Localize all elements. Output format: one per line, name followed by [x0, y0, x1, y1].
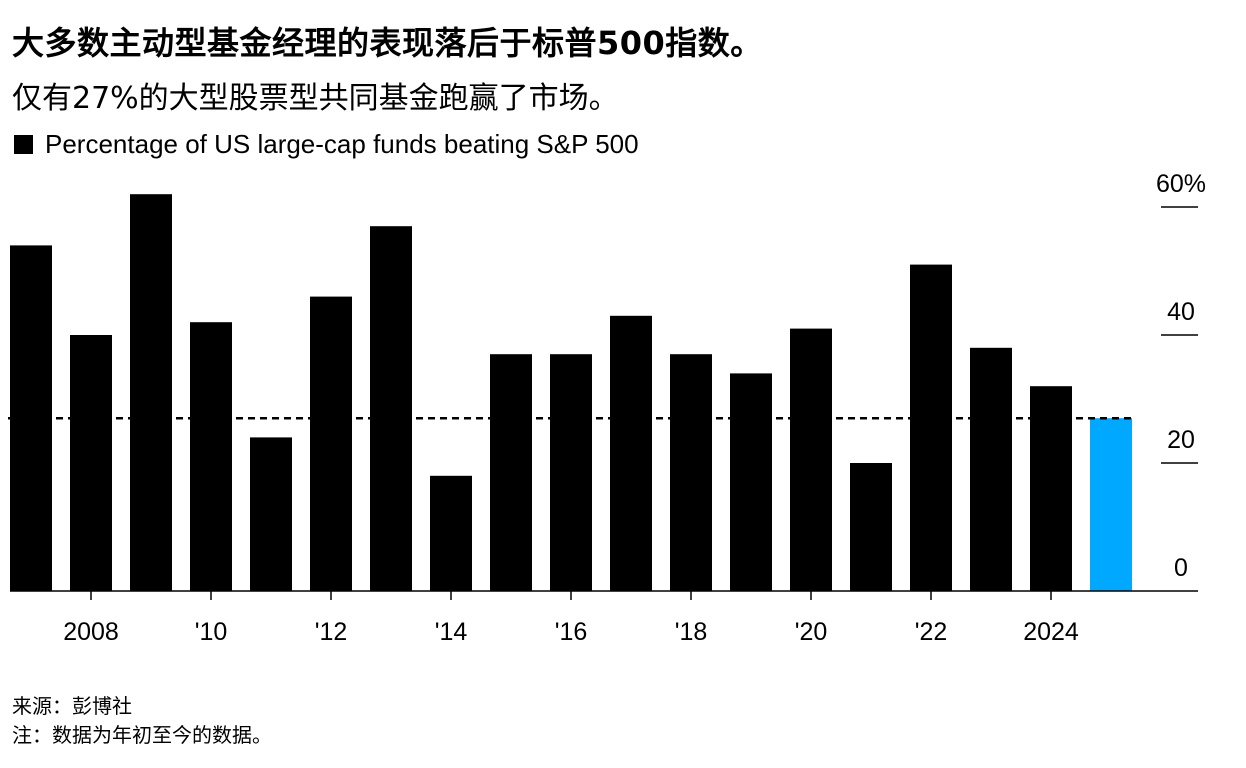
legend: Percentage of US large-cap funds beating…	[14, 129, 639, 160]
source-note: 来源：彭博社	[12, 694, 132, 718]
bar-2021	[850, 463, 892, 591]
bar-2009	[130, 194, 172, 591]
bar-2014	[430, 475, 472, 591]
x-tick-label-2014: '14	[435, 618, 468, 646]
legend-swatch	[14, 135, 33, 154]
x-tick-label-2008: 2008	[63, 618, 119, 646]
x-tick-label-2016: '16	[555, 618, 588, 646]
bar-2008	[70, 335, 112, 591]
bar-2024	[1030, 386, 1072, 591]
data-note: 注：数据为年初至今的数据。	[12, 723, 272, 747]
x-tick-label-2010: '10	[195, 618, 228, 646]
y-tick-label-40: 40	[1167, 298, 1195, 326]
bar-2019	[730, 373, 772, 591]
chart-title: 大多数主动型基金经理的表现落后于标普500指数。	[12, 24, 763, 62]
bar-2018	[670, 354, 712, 591]
bar-2025	[1090, 418, 1132, 591]
bar-2023	[970, 347, 1012, 591]
bar-2015	[490, 354, 532, 591]
bar-2017	[610, 315, 652, 591]
x-tick-label-2022: '22	[915, 618, 948, 646]
bar-2016	[550, 354, 592, 591]
chart-subtitle: 仅有27%的大型股票型共同基金跑赢了市场。	[12, 81, 619, 116]
x-tick-label-2012: '12	[315, 618, 348, 646]
y-tick-label-60: 60%	[1156, 170, 1206, 198]
x-tick-label-2020: '20	[795, 618, 828, 646]
y-tick-label-20: 20	[1167, 426, 1195, 454]
x-tick-label-2018: '18	[675, 618, 708, 646]
y-tick-label-0: 0	[1174, 554, 1188, 582]
bar-2022	[910, 264, 952, 591]
legend-label: Percentage of US large-cap funds beating…	[45, 129, 639, 159]
bar-2011	[250, 437, 292, 591]
bar-2020	[790, 328, 832, 591]
bar-2013	[370, 226, 412, 591]
x-tick-label-2024: 2024	[1023, 618, 1079, 646]
bar-2010	[190, 322, 232, 591]
bar-2012	[310, 296, 352, 591]
